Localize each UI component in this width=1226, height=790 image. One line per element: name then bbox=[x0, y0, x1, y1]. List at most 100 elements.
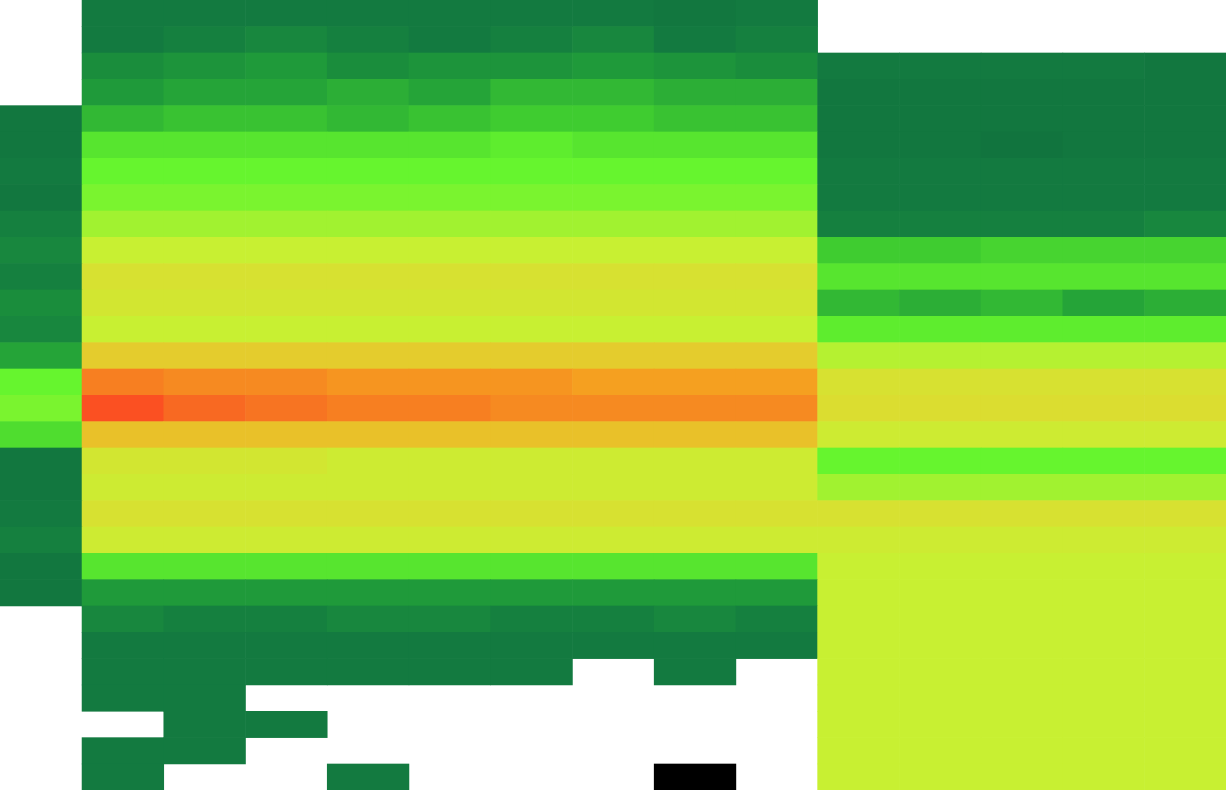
cell bbox=[1063, 632, 1145, 659]
cell bbox=[817, 658, 899, 685]
cell bbox=[82, 553, 164, 580]
cell bbox=[163, 79, 245, 106]
cell bbox=[82, 342, 164, 369]
cell bbox=[1063, 316, 1145, 343]
cell bbox=[572, 632, 654, 659]
cell bbox=[0, 474, 82, 501]
cell bbox=[1063, 290, 1145, 317]
cell bbox=[736, 527, 818, 554]
cell bbox=[490, 632, 572, 659]
cell bbox=[163, 658, 245, 685]
cell bbox=[736, 632, 818, 659]
cell bbox=[899, 632, 981, 659]
cell bbox=[736, 395, 818, 422]
cell bbox=[572, 500, 654, 527]
cell bbox=[82, 658, 164, 685]
cell bbox=[1144, 342, 1226, 369]
cell bbox=[981, 395, 1063, 422]
cell bbox=[981, 342, 1063, 369]
cell bbox=[245, 448, 327, 475]
cell bbox=[981, 632, 1063, 659]
cell bbox=[327, 53, 409, 80]
cell bbox=[245, 553, 327, 580]
cell bbox=[572, 527, 654, 554]
cell bbox=[981, 184, 1063, 211]
cell bbox=[245, 237, 327, 264]
cell bbox=[572, 132, 654, 159]
cells bbox=[0, 0, 1226, 790]
cell bbox=[1144, 658, 1226, 685]
cell bbox=[245, 395, 327, 422]
cell bbox=[490, 474, 572, 501]
cell bbox=[1144, 606, 1226, 633]
cell bbox=[163, 685, 245, 712]
cell bbox=[654, 237, 736, 264]
cell bbox=[572, 79, 654, 106]
cell bbox=[245, 500, 327, 527]
cell bbox=[981, 658, 1063, 685]
cell bbox=[163, 395, 245, 422]
cell bbox=[163, 26, 245, 53]
cell bbox=[409, 342, 491, 369]
cell bbox=[163, 53, 245, 80]
cell bbox=[245, 632, 327, 659]
cell bbox=[817, 395, 899, 422]
cell bbox=[899, 606, 981, 633]
cell bbox=[1144, 290, 1226, 317]
cell bbox=[736, 553, 818, 580]
cell bbox=[82, 474, 164, 501]
cell bbox=[163, 448, 245, 475]
cell bbox=[82, 290, 164, 317]
cell bbox=[82, 316, 164, 343]
cell bbox=[409, 132, 491, 159]
cell bbox=[327, 290, 409, 317]
cell bbox=[82, 158, 164, 185]
cell bbox=[654, 290, 736, 317]
cell bbox=[981, 737, 1063, 764]
cell bbox=[817, 105, 899, 132]
cell bbox=[1063, 685, 1145, 712]
cell bbox=[82, 53, 164, 80]
cell bbox=[490, 500, 572, 527]
cell bbox=[82, 263, 164, 290]
cell bbox=[899, 500, 981, 527]
cell bbox=[1144, 685, 1226, 712]
cell bbox=[327, 448, 409, 475]
cell bbox=[1144, 158, 1226, 185]
cell bbox=[490, 79, 572, 106]
cell bbox=[1144, 632, 1226, 659]
cell bbox=[1063, 658, 1145, 685]
cell bbox=[899, 369, 981, 396]
cell bbox=[245, 0, 327, 27]
cell bbox=[736, 0, 818, 27]
cell bbox=[163, 632, 245, 659]
cell bbox=[654, 158, 736, 185]
cell bbox=[490, 658, 572, 685]
cell bbox=[817, 79, 899, 106]
cell bbox=[1063, 342, 1145, 369]
cell bbox=[736, 105, 818, 132]
cell bbox=[1063, 500, 1145, 527]
cell bbox=[409, 237, 491, 264]
cell bbox=[0, 500, 82, 527]
cell bbox=[654, 395, 736, 422]
cell bbox=[654, 105, 736, 132]
cell bbox=[899, 527, 981, 554]
cell bbox=[163, 553, 245, 580]
cell bbox=[654, 500, 736, 527]
cell bbox=[409, 500, 491, 527]
cell bbox=[981, 158, 1063, 185]
cell bbox=[1063, 211, 1145, 238]
cell bbox=[327, 421, 409, 448]
cell bbox=[736, 132, 818, 159]
cell bbox=[327, 132, 409, 159]
cell bbox=[163, 316, 245, 343]
cell bbox=[490, 263, 572, 290]
cell bbox=[1063, 79, 1145, 106]
cell bbox=[981, 237, 1063, 264]
cell bbox=[899, 685, 981, 712]
cell bbox=[1144, 211, 1226, 238]
cell bbox=[245, 26, 327, 53]
cell bbox=[245, 53, 327, 80]
cell bbox=[654, 474, 736, 501]
